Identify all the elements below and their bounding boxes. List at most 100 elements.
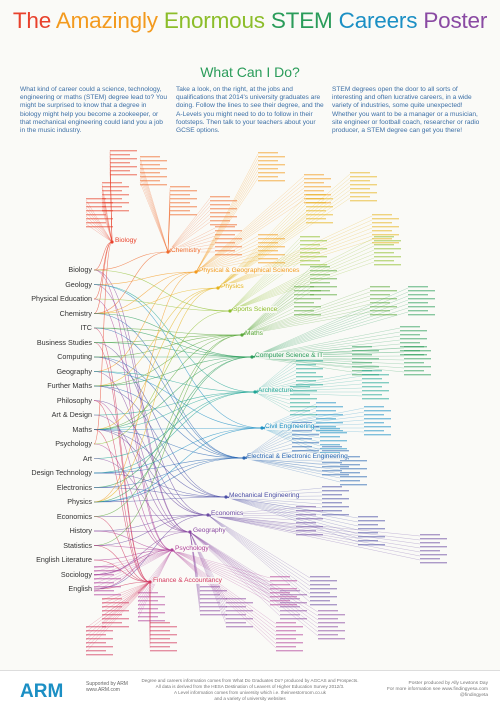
career-list-line <box>374 264 401 266</box>
a-level-degree-link <box>93 241 113 314</box>
career-list-line <box>258 234 278 236</box>
degree-career-link <box>171 549 271 599</box>
career-list-line <box>404 350 431 352</box>
degree-career-link <box>85 581 151 653</box>
career-list-line <box>94 570 121 572</box>
a-level-degree-link <box>93 391 256 416</box>
degree-career-link <box>167 201 211 253</box>
a-level-degree-link <box>93 514 209 532</box>
a-level-degree-link <box>93 313 253 358</box>
career-list-line <box>358 516 378 518</box>
career-list-line <box>404 346 424 348</box>
career-list-line <box>280 614 300 616</box>
career-list-line <box>404 354 424 356</box>
degree-node <box>250 355 254 359</box>
career-list-line <box>318 630 345 632</box>
degree-career-link <box>85 219 113 243</box>
career-list-line <box>408 306 435 308</box>
career-list-line <box>362 374 389 376</box>
career-list-line <box>280 606 300 608</box>
career-list-line <box>296 514 316 516</box>
degree-career-link <box>171 549 277 649</box>
degree-career-link <box>217 203 307 289</box>
career-list-line <box>210 208 237 210</box>
career-list-line <box>290 402 310 404</box>
a-level-degree-link <box>93 391 256 474</box>
degree-career-link <box>207 514 421 553</box>
career-list-line <box>420 550 440 552</box>
career-list-line <box>322 494 342 496</box>
degree-career-link <box>207 514 311 587</box>
career-list-line <box>86 206 106 208</box>
a-level-degree-link <box>93 414 191 533</box>
degree-node <box>148 580 152 584</box>
degree-node <box>166 250 170 254</box>
career-list-line <box>140 180 160 182</box>
degree-career-link <box>254 391 291 413</box>
career-list-line <box>318 614 345 616</box>
degree-career-link <box>241 287 371 336</box>
career-list-line <box>170 202 190 204</box>
a-level-degree-link <box>93 356 253 503</box>
intro-paragraph-1: What kind of career could a science, tec… <box>20 86 167 135</box>
degree-label: Psychology <box>175 545 209 552</box>
degree-label: Sports Science <box>233 306 278 313</box>
degree-career-link <box>251 356 405 373</box>
career-list-line <box>226 626 253 628</box>
career-list-line <box>310 584 330 586</box>
career-list-line <box>316 426 336 428</box>
career-list-line <box>318 610 338 612</box>
career-list-line <box>420 542 440 544</box>
career-list-line <box>270 592 290 594</box>
title-word-poster: Poster <box>423 8 488 33</box>
career-list-line <box>210 204 230 206</box>
career-list-line <box>404 362 424 364</box>
degree-node <box>242 456 246 460</box>
degree-career-link <box>217 215 373 289</box>
career-list-line <box>316 402 336 404</box>
career-list-line <box>352 366 379 368</box>
a-level-degree-link <box>93 371 263 429</box>
career-list-line <box>306 222 333 224</box>
support-line-2: www.ARM.com <box>86 687 120 693</box>
career-list-line <box>372 218 399 220</box>
career-list-line <box>404 366 431 368</box>
degree-label: Maths <box>245 330 263 337</box>
degree-career-link <box>243 457 341 483</box>
career-list-line <box>86 630 113 632</box>
career-list-line <box>400 334 420 336</box>
degree-career-link <box>241 271 311 336</box>
degree-career-link <box>195 195 305 273</box>
career-list-line <box>352 358 379 360</box>
career-list-line <box>374 244 394 246</box>
degree-career-link <box>229 241 375 312</box>
career-list-line <box>102 210 129 212</box>
career-list-line <box>280 598 300 600</box>
career-list-line <box>408 310 428 312</box>
poster-title: The Amazingly Enormous STEM Careers Post… <box>0 8 500 34</box>
a-level-label: English Literature <box>36 555 92 564</box>
career-list-line <box>362 394 382 396</box>
career-list-line <box>370 290 397 292</box>
degree-label: Geography <box>193 527 226 534</box>
career-list-line <box>200 590 227 592</box>
degree-career-link <box>189 531 319 625</box>
career-list-line <box>296 526 323 528</box>
a-level-degree-link <box>93 334 243 358</box>
career-list-line <box>340 464 360 466</box>
career-list-line <box>215 230 242 232</box>
degree-node <box>253 390 257 394</box>
career-list-line <box>364 406 384 408</box>
career-list-line <box>200 594 220 596</box>
career-list-line <box>292 442 319 444</box>
career-list-line <box>138 608 158 610</box>
degree-career-link <box>251 303 409 358</box>
career-list-line <box>372 234 399 236</box>
career-list-line <box>310 278 337 280</box>
degree-label: Finance & Accountancy <box>153 577 222 584</box>
career-list-line <box>322 498 349 500</box>
degree-career-link <box>241 291 295 336</box>
degree-career-link <box>167 217 211 253</box>
a-level-degree-link <box>93 241 113 271</box>
degree-career-link <box>229 237 375 312</box>
